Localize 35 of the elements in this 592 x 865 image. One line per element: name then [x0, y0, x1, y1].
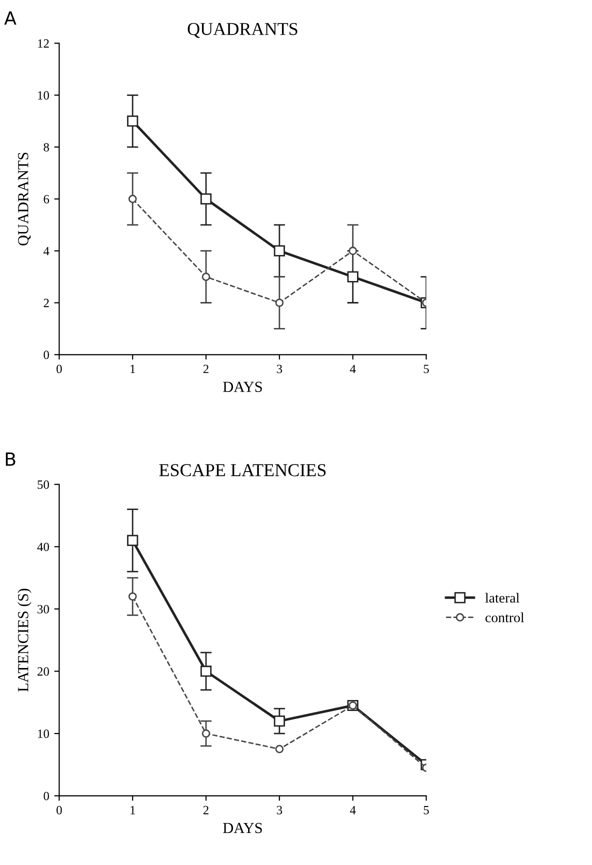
- y-tick-label: 50: [38, 480, 49, 489]
- x-tick-label: 5: [424, 806, 429, 814]
- legend-label: control: [486, 612, 524, 622]
- y-tick-label: 10: [38, 730, 49, 738]
- x-tick-label: 3: [276, 364, 282, 374]
- x-tick-label: 4: [350, 806, 356, 814]
- x-tick-label: 2: [203, 364, 208, 374]
- x-tick-label: 2: [203, 806, 208, 814]
- y-tick-label: 10: [38, 91, 49, 100]
- y-axis-title: LATENCIES (S): [18, 588, 32, 692]
- text: A: [4, 11, 16, 25]
- x-tick-label: 1: [130, 364, 135, 374]
- legend-label: lateral: [485, 592, 520, 603]
- y-tick-label: 4: [43, 246, 50, 256]
- x-tick-label: 4: [350, 364, 356, 374]
- x-tick-label: 1: [130, 806, 135, 814]
- x-tick-label: 0: [56, 806, 62, 814]
- y-axis-title: QUADRANTS: [18, 152, 31, 246]
- x-tick-label: 5: [424, 364, 429, 374]
- x-axis-title: DAYS: [223, 822, 262, 834]
- y-tick-label: 0: [44, 350, 49, 360]
- x-axis-title: DAYS: [223, 382, 262, 392]
- y-tick-label: 0: [44, 792, 49, 800]
- y-tick-label: 6: [44, 195, 50, 204]
- text: B: [6, 452, 16, 466]
- chart-title: ESCAPE LATENCIES: [159, 464, 326, 476]
- x-tick-label: 3: [276, 806, 282, 814]
- y-tick-label: 8: [44, 143, 49, 152]
- y-tick-label: 30: [38, 604, 49, 614]
- y-tick-label: 20: [38, 667, 49, 676]
- x-tick-label: 0: [56, 364, 62, 374]
- chart-title: QUADRANTS: [188, 22, 298, 38]
- y-tick-label: 40: [37, 542, 49, 552]
- y-tick-label: 2: [44, 298, 49, 308]
- y-tick-label: 12: [38, 39, 49, 48]
